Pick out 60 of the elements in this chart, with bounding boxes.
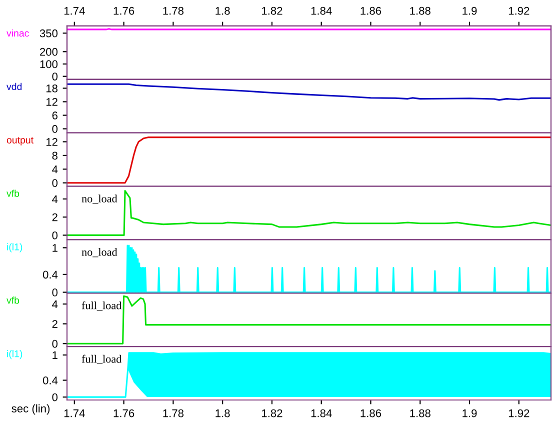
annotation: full_load <box>82 301 122 311</box>
x2-tick-label: 1.76 <box>114 6 134 15</box>
y-tick-label: 4 <box>52 166 58 174</box>
x-tick-label: 1.9 <box>462 409 477 418</box>
y-tick-label: 0 <box>52 179 58 187</box>
y-tick-label: 6 <box>52 112 58 120</box>
y-tick-label: 0 <box>52 231 58 240</box>
y-tick-label: 4 <box>52 195 58 203</box>
x-axis-title: sec (lin) <box>12 404 50 415</box>
x2-tick-label: 1.9 <box>462 6 477 15</box>
text: vfb <box>6 190 20 197</box>
y-tick-label: 4 <box>52 300 58 308</box>
y-tick-label: 200 <box>40 48 58 56</box>
y-tick-label: 0 <box>52 340 58 348</box>
y-tick-label: 0.4 <box>42 376 58 384</box>
y-tick-label: 100 <box>40 60 58 68</box>
y-tick-label: 0 <box>52 72 58 80</box>
text: i(l1) <box>7 243 22 252</box>
text: vdd <box>6 82 22 90</box>
x2-tick-label: 1.86 <box>360 6 382 15</box>
line-series <box>67 136 551 184</box>
y-tick-label: 18 <box>46 84 58 92</box>
y-tick-label: 0.4 <box>42 270 58 279</box>
y-tick-label: 12 <box>46 98 58 106</box>
x2-tick-label: 1.78 <box>163 6 184 15</box>
x2-tick-label: 1.82 <box>262 6 282 15</box>
x-tick-label: 1.76 <box>114 409 134 418</box>
x2-tick-label: 1.84 <box>311 6 332 15</box>
annotation: full_load <box>82 354 122 364</box>
y-tick-label: 1 <box>52 351 58 360</box>
text: vfb <box>6 296 20 304</box>
x2-tick-label: 1.74 <box>64 7 85 15</box>
x2-tick-label: 1.88 <box>410 6 430 15</box>
line-series <box>67 190 551 236</box>
y-tick-label: 0 <box>52 125 58 133</box>
y-tick-label: 350 <box>40 29 58 38</box>
x-tick-label: 1.8 <box>216 409 230 418</box>
x2-tick-label: 1.92 <box>508 6 530 15</box>
x-tick-label: 1.92 <box>508 409 530 418</box>
line-series <box>67 83 551 101</box>
x-tick-label: 1.84 <box>311 409 332 418</box>
text: i(l1) <box>7 350 22 360</box>
x-tick-label: 1.82 <box>262 409 282 418</box>
x-tick-label: 1.86 <box>360 409 382 418</box>
x-tick-label: 1.88 <box>410 409 430 418</box>
y-tick-label: 1 <box>52 244 58 252</box>
y-tick-label: 0 <box>52 288 58 296</box>
y-tick-label: 2 <box>52 213 58 222</box>
text: vinac <box>6 29 29 37</box>
y-tick-label: 2 <box>52 320 58 328</box>
x2-tick-label: 1.8 <box>216 6 230 15</box>
annotation: no_load <box>82 248 118 258</box>
line-series <box>67 295 551 344</box>
text: output <box>6 137 34 146</box>
x-tick-label: 1.74 <box>64 409 85 418</box>
y-tick-label: 8 <box>52 152 58 160</box>
annotation: no_load <box>82 194 118 204</box>
y-tick-label: 12 <box>46 138 58 146</box>
x-tick-label: 1.78 <box>163 409 184 418</box>
y-tick-label: 0 <box>52 393 58 402</box>
